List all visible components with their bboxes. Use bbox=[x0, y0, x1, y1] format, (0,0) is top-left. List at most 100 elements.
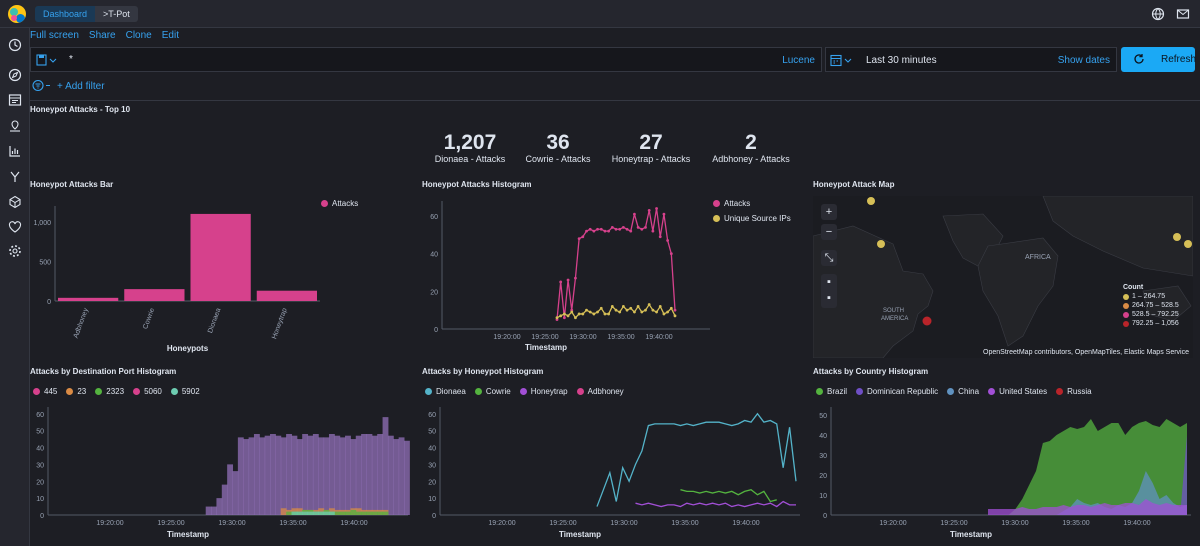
data-point bbox=[603, 312, 607, 316]
series-445-bar bbox=[328, 434, 335, 515]
series-445-bar bbox=[361, 434, 367, 515]
zoom-in-button[interactable]: + bbox=[821, 204, 837, 220]
legend-item-united-states[interactable]: United States bbox=[988, 387, 1047, 396]
kibana-logo-icon[interactable] bbox=[8, 5, 26, 23]
legend-item-dionaea[interactable]: Dionaea bbox=[425, 387, 466, 396]
fit-bounds-icon[interactable]: ⤡ bbox=[821, 250, 837, 266]
x-tick-label: 19:30:00 bbox=[218, 520, 245, 527]
legend-item-russia[interactable]: Russia bbox=[1056, 387, 1092, 396]
legend-item-cowrie[interactable]: Cowrie bbox=[474, 387, 511, 396]
data-point bbox=[585, 229, 588, 233]
legend-dot bbox=[947, 388, 955, 395]
time-range-text[interactable]: Last 30 minutes bbox=[866, 55, 937, 66]
map-attribution[interactable]: OpenStreetMap contributors, OpenMapTiles… bbox=[983, 349, 1189, 356]
x-tick-label: 19:35:00 bbox=[607, 334, 634, 341]
series-445-bar bbox=[366, 434, 373, 515]
discover-compass-icon[interactable] bbox=[8, 68, 22, 82]
legend-item-2323[interactable]: 2323 bbox=[95, 387, 124, 396]
top-menu: Full screen Share Clone Edit bbox=[30, 30, 179, 41]
data-point bbox=[596, 310, 599, 314]
share-link[interactable]: Share bbox=[88, 30, 116, 41]
clone-link[interactable]: Clone bbox=[125, 30, 152, 41]
legend-item-dominican-republic[interactable]: Dominican Republic bbox=[856, 387, 938, 396]
monitoring-heart-icon[interactable] bbox=[8, 220, 22, 234]
breadcrumb-dashboard[interactable]: Dashboard bbox=[35, 6, 96, 22]
data-point bbox=[599, 306, 603, 310]
dashboard-icon[interactable] bbox=[8, 93, 22, 107]
metric-cowrie: 36 Cowrie - Attacks bbox=[520, 132, 596, 165]
apm-icon[interactable] bbox=[8, 195, 22, 209]
y-tick-label: 60 bbox=[36, 412, 44, 419]
series-445-bar bbox=[345, 435, 351, 515]
map-point[interactable] bbox=[877, 240, 885, 248]
recent-clock-icon[interactable] bbox=[8, 38, 22, 52]
legend-item-attacks[interactable]: Attacks bbox=[713, 199, 791, 208]
data-point bbox=[607, 312, 611, 316]
visualize-icon[interactable] bbox=[8, 144, 22, 158]
map-point[interactable] bbox=[1173, 233, 1181, 241]
filter-options-icon[interactable] bbox=[32, 79, 52, 92]
legend-item-honeytrap[interactable]: Honeytrap bbox=[519, 387, 568, 396]
show-dates-link[interactable]: Show dates bbox=[1057, 55, 1110, 66]
saved-query-icon[interactable] bbox=[36, 53, 58, 67]
data-point bbox=[588, 310, 592, 314]
series-445-bar bbox=[232, 471, 239, 515]
y-tick-label: 0 bbox=[40, 513, 44, 520]
y-tick-label: 30 bbox=[36, 462, 44, 469]
legend-item-china[interactable]: China bbox=[947, 387, 979, 396]
y-tick-label: 40 bbox=[428, 446, 436, 453]
bar-legend: Attacks bbox=[321, 199, 358, 214]
mail-icon[interactable] bbox=[1176, 7, 1190, 21]
eurasia-land bbox=[1042, 196, 1193, 277]
series-2323-bar bbox=[382, 511, 389, 515]
bar bbox=[256, 290, 317, 301]
x-tick-label: 19:30:00 bbox=[610, 520, 637, 527]
legend-item-unique-ips[interactable]: Unique Source IPs bbox=[713, 214, 791, 223]
data-point bbox=[566, 278, 570, 282]
legend-label: Cowrie bbox=[485, 387, 511, 396]
legend-item-brazil[interactable]: Brazil bbox=[816, 387, 847, 396]
x-tick-label: 19:40:00 bbox=[645, 334, 672, 341]
full-screen-link[interactable]: Full screen bbox=[30, 30, 79, 41]
data-point bbox=[655, 207, 658, 210]
legend-item-adbhoney[interactable]: Adbhoney bbox=[576, 387, 624, 396]
series-445-bar bbox=[296, 439, 303, 515]
legend-dot bbox=[713, 215, 720, 222]
legend-label: 2323 bbox=[106, 387, 125, 396]
draw-tools-icon[interactable]: ▪ ▪ bbox=[821, 274, 837, 308]
legend-item-445[interactable]: 445 bbox=[33, 387, 57, 396]
y-tick-label: 40 bbox=[819, 433, 827, 440]
management-gear-icon[interactable] bbox=[8, 244, 22, 258]
help-globe-icon[interactable] bbox=[1151, 7, 1165, 21]
zoom-out-button[interactable]: − bbox=[821, 224, 837, 240]
map-point[interactable] bbox=[1184, 240, 1192, 248]
dev-tools-icon[interactable] bbox=[8, 170, 22, 184]
map-point-brazil[interactable] bbox=[922, 316, 932, 326]
legend-item-23[interactable]: 23 bbox=[66, 387, 86, 396]
data-point bbox=[673, 314, 677, 318]
legend-dot bbox=[713, 200, 720, 207]
refresh-button[interactable]: Refresh bbox=[1121, 47, 1196, 72]
search-input[interactable]: * bbox=[69, 54, 73, 65]
add-filter-button[interactable]: + Add filter bbox=[57, 81, 105, 92]
attack-map[interactable]: AFRICA SOUTH AMERICA + − ⤡ ▪ ▪ Count 1 – … bbox=[813, 196, 1193, 358]
maps-icon[interactable] bbox=[8, 119, 22, 133]
calendar-icon[interactable] bbox=[830, 54, 854, 67]
legend-item-5902[interactable]: 5902 bbox=[170, 387, 200, 396]
x-axis-title: Timestamp bbox=[525, 343, 567, 352]
legend-item-attacks[interactable]: Attacks bbox=[321, 199, 358, 208]
data-point bbox=[618, 227, 622, 231]
series-2323-bar bbox=[350, 509, 357, 515]
country-histogram-chart: 0 10 20 30 40 50 19:20:00 19:25:00 19:30:00 19:35… bbox=[819, 407, 1191, 539]
query-language-toggle[interactable]: Lucene bbox=[782, 55, 815, 66]
series-445-bar bbox=[211, 506, 217, 515]
refresh-icon bbox=[1134, 54, 1144, 64]
legend-item-5060[interactable]: 5060 bbox=[133, 387, 162, 396]
metric-label: Cowrie - Attacks bbox=[525, 154, 591, 164]
map-point[interactable] bbox=[867, 197, 875, 205]
data-point bbox=[596, 227, 599, 231]
edit-link[interactable]: Edit bbox=[161, 30, 179, 41]
data-point bbox=[658, 305, 662, 308]
series-445-bar bbox=[404, 440, 410, 515]
data-point bbox=[625, 227, 629, 231]
